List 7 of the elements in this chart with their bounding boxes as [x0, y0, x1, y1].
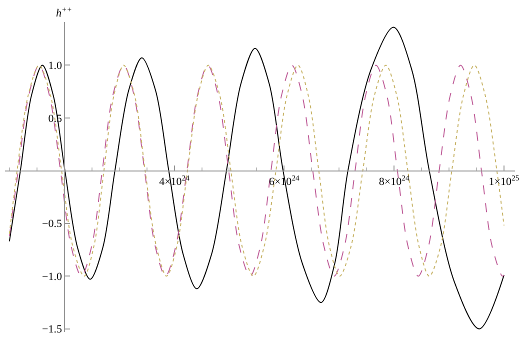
- x-tick-label: 8×10$^{24}$: [378, 173, 410, 188]
- x-tick-label: 1×10$^{25}$: [488, 173, 520, 188]
- y-tick-label: 1.0: [48, 60, 62, 72]
- y-tick-label: −1.0: [42, 270, 62, 283]
- y-tick-label: −0.5: [42, 218, 62, 230]
- y-tick-label: −1.5: [42, 324, 62, 336]
- y-axis-title: h$^{++}$: [56, 5, 72, 20]
